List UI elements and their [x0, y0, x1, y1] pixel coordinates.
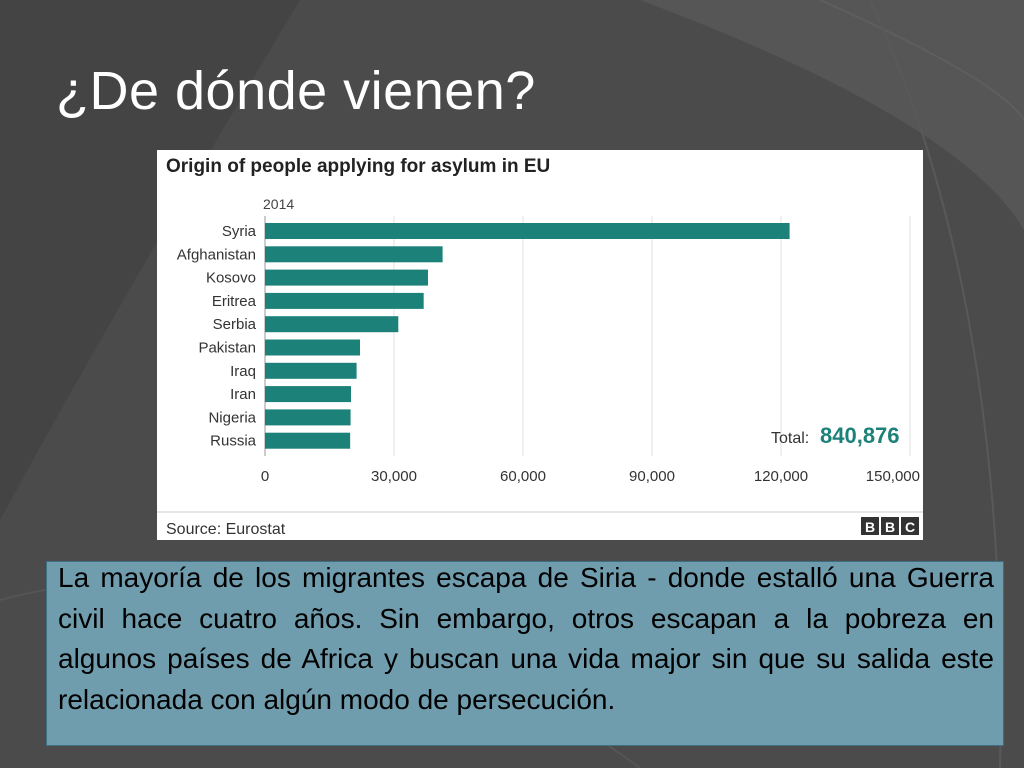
- x-tick-label: 30,000: [371, 468, 417, 485]
- bar-iran: [265, 386, 351, 403]
- category-label: Afghanistan: [177, 246, 256, 263]
- category-label: Syria: [222, 223, 257, 240]
- bars: [265, 223, 790, 449]
- total-value: 840,876: [820, 423, 900, 448]
- bar-serbia: [265, 316, 399, 333]
- category-label: Iraq: [230, 363, 256, 380]
- bar-iraq: [265, 362, 357, 379]
- category-label: Nigeria: [208, 409, 256, 426]
- source-label: Source: Eurostat: [166, 521, 286, 538]
- category-label: Serbia: [213, 316, 257, 333]
- category-label: Pakistan: [198, 340, 256, 357]
- bar-chart: Origin of people applying for asylum in …: [157, 156, 923, 538]
- x-tick-label: 0: [261, 468, 269, 485]
- category-label: Iran: [230, 386, 256, 403]
- x-tick-label: 60,000: [500, 468, 546, 485]
- total-label: Total:: [771, 430, 809, 447]
- bar-nigeria: [265, 409, 351, 426]
- logo-letter-2: B: [885, 519, 895, 535]
- x-tick-label: 90,000: [629, 468, 675, 485]
- bar-afghanistan: [265, 246, 443, 263]
- bar-syria: [265, 223, 790, 239]
- category-label: Kosovo: [206, 270, 256, 287]
- category-labels: Syria Afghanistan Kosovo Eritrea Serbia Pakis…: [177, 223, 257, 450]
- slide-title: ¿De dónde vienen?: [56, 61, 536, 121]
- chart-subtitle: 2014: [263, 196, 294, 212]
- x-tick-label: 150,000: [866, 468, 920, 485]
- x-tick-label: 120,000: [754, 468, 808, 485]
- category-label: Eritrea: [212, 293, 257, 310]
- bar-russia: [265, 432, 351, 449]
- caption-box: [46, 561, 1004, 746]
- chart-title: Origin of people applying for asylum in …: [166, 156, 550, 177]
- logo-letter-1: B: [865, 519, 875, 535]
- x-tick-labels: 0 30,000 60,000 90,000 120,000 150,000: [261, 468, 920, 485]
- bar-pakistan: [265, 339, 361, 356]
- chart-card: Origin of people applying for asylum in …: [157, 150, 923, 540]
- bar-eritrea: [265, 292, 424, 309]
- category-label: Russia: [210, 433, 257, 450]
- bbc-logo: B B C: [861, 517, 919, 535]
- caption-text: La mayoría de los migrantes escapa de Si…: [58, 562, 994, 715]
- logo-letter-3: C: [905, 519, 915, 535]
- bar-kosovo: [265, 269, 428, 286]
